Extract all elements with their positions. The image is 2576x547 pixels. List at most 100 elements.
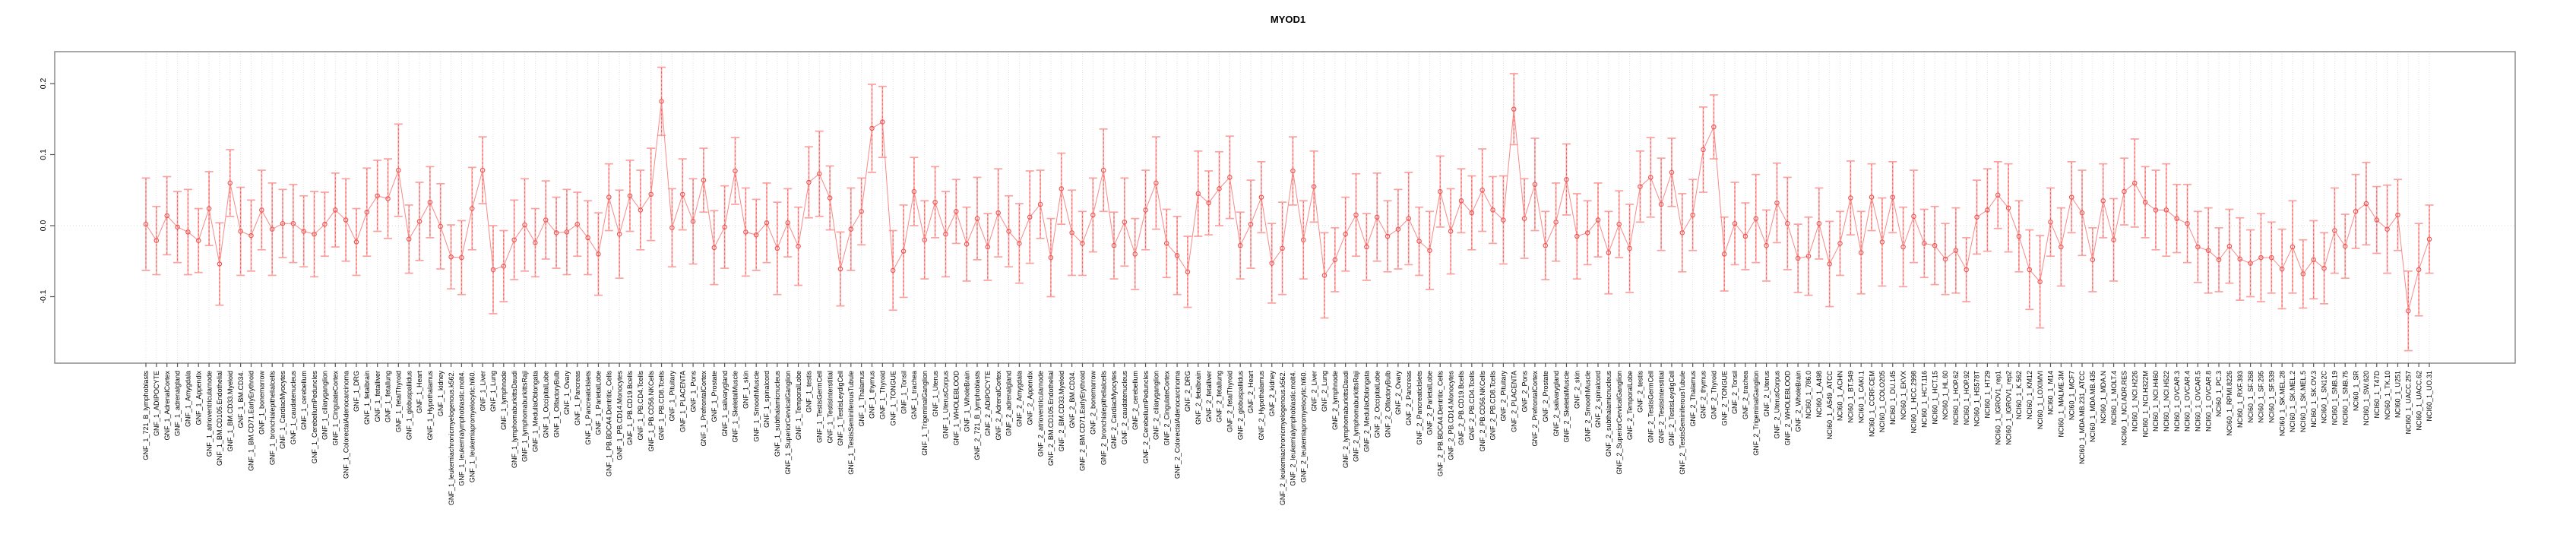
x-tick-label: GNF_1_Thyroid xyxy=(879,371,887,419)
data-point xyxy=(2185,220,2190,226)
data-point xyxy=(2332,228,2337,233)
data-point xyxy=(1290,168,1296,174)
x-tick-label: GNF_1_trachea xyxy=(910,371,918,419)
x-tick-label: GNF_1_testis xyxy=(805,371,813,413)
data-point xyxy=(375,193,380,198)
x-tick-label: GNF_2_skin xyxy=(1574,371,1581,409)
data-point xyxy=(1090,212,1096,218)
data-point xyxy=(574,221,581,227)
x-tick-label: GNF_1_Pituitary xyxy=(669,371,676,422)
y-tick-label: 0.2 xyxy=(39,78,48,90)
x-tick-label: NCI60_1_HL.60 xyxy=(1941,371,1949,420)
data-point xyxy=(1069,230,1074,236)
data-point xyxy=(701,177,707,183)
x-tick-label: GNF_2_spinalcord xyxy=(1594,371,1602,428)
x-tick-label: GNF_2_AdrenalCortex xyxy=(995,371,1002,441)
data-point xyxy=(585,235,590,241)
x-tick-label: GNF_1_Tonsil xyxy=(900,371,907,414)
x-tick-label: NCI60_1_COLO205 xyxy=(1878,371,1886,432)
x-tick-label: NCI60_1_SF.268 xyxy=(2247,371,2255,423)
data-point xyxy=(490,267,496,273)
x-tick-label: GNF_1_Hypothalamus xyxy=(426,371,434,441)
data-point xyxy=(238,229,243,234)
x-tick-label: GNF_2_PB.CD14.Monocytes xyxy=(1447,371,1454,460)
data-point xyxy=(1217,186,1222,191)
x-tick-label: NCI60_1_M14 xyxy=(2047,371,2055,415)
x-tick-label: GNF_1_CerebellumPeduncles xyxy=(311,371,318,464)
x-tick-label: GNF_2_OlfactoryBulb xyxy=(1384,371,1391,438)
data-point xyxy=(2374,217,2380,223)
data-point xyxy=(1753,216,1758,221)
data-point xyxy=(1385,233,1391,239)
data-point xyxy=(1869,194,1875,200)
data-point xyxy=(1195,191,1201,197)
data-point xyxy=(2363,201,2369,207)
data-point xyxy=(1501,217,1506,223)
x-tick-label: GNF_2_Pancreas xyxy=(1405,371,1413,426)
data-point xyxy=(333,207,338,213)
x-tick-label: GNF_2_Amygdala xyxy=(1016,371,1024,427)
data-point xyxy=(353,239,359,245)
data-point xyxy=(1258,194,1264,200)
data-point xyxy=(2311,257,2316,263)
x-tick-label: GNF_1_salivarygland xyxy=(721,371,729,437)
x-tick-label: GNF_1_Appendix xyxy=(195,371,202,425)
data-point xyxy=(301,229,306,234)
x-tick-label: GNF_1_BM.CD34. xyxy=(237,371,245,428)
data-point xyxy=(1185,269,1191,275)
x-tick-label: NCI60_1_NCI.H460 xyxy=(2152,371,2160,432)
data-point xyxy=(1237,242,1243,248)
x-tick-label: GNF_1_721_B_lymphoblasts xyxy=(142,371,150,460)
data-point xyxy=(659,99,664,104)
data-point xyxy=(743,229,748,235)
data-point xyxy=(1774,200,1780,206)
data-point xyxy=(511,237,517,242)
data-point xyxy=(827,195,833,201)
x-tick-label: GNF_1_ColorectalAdenocarcinoma xyxy=(342,371,350,479)
x-tick-label: GNF_2_Uterus xyxy=(1763,371,1771,417)
data-point xyxy=(1648,175,1654,180)
x-tick-label: GNF_1_fetallung xyxy=(385,371,392,422)
x-tick-label: GNF_1_cerebellum xyxy=(300,371,308,430)
data-point xyxy=(2385,226,2390,232)
y-tick-label: -0.1 xyxy=(39,289,48,303)
data-point xyxy=(911,188,917,194)
data-point xyxy=(1827,261,1832,267)
x-tick-label: GNF_2_SmoothMuscle xyxy=(1584,371,1591,442)
x-tick-label: GNF_2_PB.BDCA4.Dentritic_Cells xyxy=(1436,371,1444,477)
x-tick-label: NCI60_1_OVCAR.3 xyxy=(2173,371,2181,432)
data-point xyxy=(2153,207,2159,213)
data-point xyxy=(2079,210,2085,216)
data-point xyxy=(985,244,991,250)
x-tick-label: GNF_2_leukemiachronicmyelogenous.k562. xyxy=(1279,371,1286,505)
x-tick-label: GNF_1_CingulateCortex xyxy=(331,371,339,446)
data-point xyxy=(1438,188,1443,194)
data-point xyxy=(1922,241,1927,246)
data-point xyxy=(964,242,970,247)
data-point xyxy=(1701,147,1706,153)
data-point xyxy=(1353,212,1359,218)
data-point xyxy=(596,251,601,257)
x-tick-label: GNF_1_spinalcord xyxy=(763,371,771,428)
data-point xyxy=(343,217,349,223)
data-point xyxy=(501,264,507,269)
data-point xyxy=(848,226,854,232)
x-tick-label: NCI60_1_RXF.393 xyxy=(2236,371,2244,428)
data-point xyxy=(1690,212,1695,218)
x-tick-label: GNF_1_BM.CD105.Endothelial xyxy=(216,371,223,466)
data-point xyxy=(1532,182,1538,188)
data-point xyxy=(869,125,875,131)
x-tick-label: GNF_1_leukemiapromyelocytic.hl60. xyxy=(468,371,476,482)
data-point xyxy=(679,191,685,198)
x-tick-label: GNF_2_BM.CD34. xyxy=(1068,371,1076,428)
x-tick-label: GNF_2_SkeletalMuscle xyxy=(1563,371,1571,443)
x-tick-label: GNF_2_fetalThyroid xyxy=(1226,371,1234,432)
data-point xyxy=(2269,255,2274,261)
data-point xyxy=(269,226,275,232)
x-tick-label: NCI60_1_SNB.75 xyxy=(2341,371,2349,425)
data-point xyxy=(143,221,149,227)
data-point xyxy=(1879,239,1885,245)
data-point xyxy=(2426,236,2432,242)
x-tick-label: GNF_1_SmoothMuscle xyxy=(752,371,760,442)
data-point xyxy=(1343,231,1348,237)
